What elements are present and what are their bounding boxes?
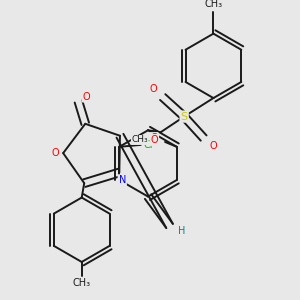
Text: Cl: Cl [144,140,153,150]
Text: H: H [178,226,185,236]
Text: O: O [149,84,157,94]
Text: O: O [82,92,90,101]
Text: CH₃: CH₃ [204,0,223,9]
Text: O: O [52,148,59,158]
Text: O: O [210,141,217,151]
Text: S: S [181,112,188,122]
Text: CH₃: CH₃ [131,136,148,145]
Text: N: N [118,175,126,185]
Text: O: O [150,133,158,143]
Text: CH₃: CH₃ [73,278,91,288]
Text: O: O [151,135,158,145]
